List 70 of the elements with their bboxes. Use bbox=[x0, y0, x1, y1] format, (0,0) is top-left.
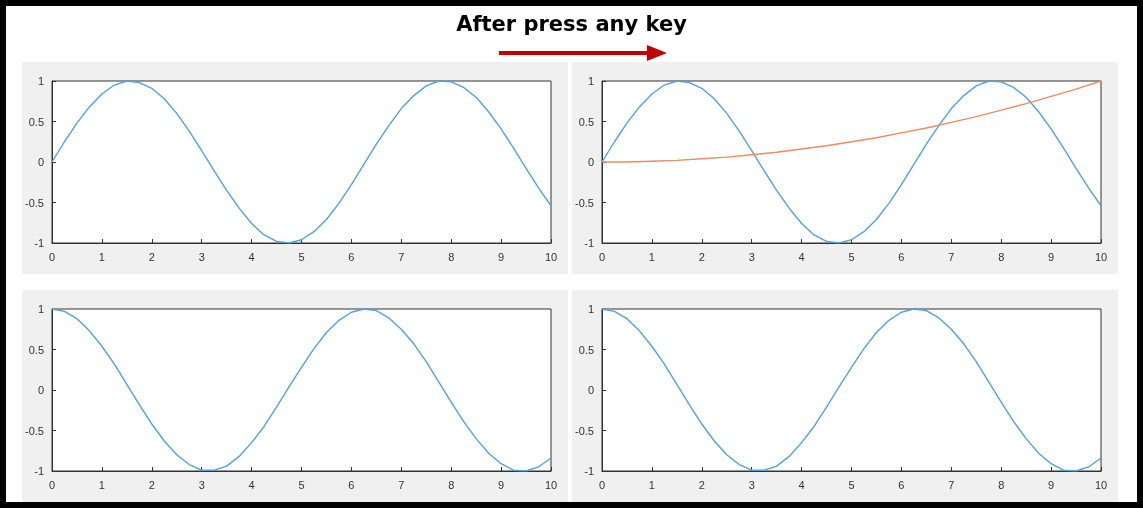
x-tick-label: 1 bbox=[648, 478, 655, 491]
y-tick-label: 0 bbox=[587, 384, 594, 396]
y-tick-label: 1 bbox=[37, 75, 44, 87]
y-tick-label: 1 bbox=[587, 303, 594, 315]
x-tick-label: 9 bbox=[498, 250, 505, 263]
x-tick-label: 8 bbox=[998, 478, 1005, 491]
y-tick-label: 0.5 bbox=[28, 115, 44, 128]
x-tick-label: 5 bbox=[848, 478, 855, 491]
y-tick-label: 0.5 bbox=[28, 343, 44, 356]
x-tick-label: 5 bbox=[298, 250, 305, 263]
x-tick-label: 3 bbox=[198, 478, 205, 491]
y-tick-label: -1 bbox=[34, 237, 44, 249]
x-tick-label: 4 bbox=[798, 478, 805, 491]
x-tick-label: 8 bbox=[448, 478, 455, 491]
line-series bbox=[601, 308, 1102, 472]
x-tick-label: 6 bbox=[348, 478, 355, 491]
x-tick-label: 10 bbox=[1094, 250, 1108, 263]
x-tick-label: 8 bbox=[448, 250, 455, 263]
x-tick-label: 0 bbox=[598, 478, 606, 491]
x-tick-label: 9 bbox=[498, 478, 505, 491]
y-tick-label: -0.5 bbox=[25, 196, 44, 209]
y-tick-label: -1 bbox=[34, 465, 44, 477]
x-tick-label: 2 bbox=[698, 250, 705, 263]
y-tick-label: 0 bbox=[587, 156, 594, 168]
x-tick-label: 8 bbox=[998, 250, 1005, 263]
x-tick-label: 2 bbox=[698, 478, 705, 491]
x-tick-label: 9 bbox=[1048, 250, 1055, 263]
y-tick-label: -0.5 bbox=[575, 424, 594, 437]
x-tick-label: 2 bbox=[148, 478, 155, 491]
y-tick-label: 0 bbox=[37, 156, 44, 168]
x-tick-label: 4 bbox=[248, 250, 255, 263]
x-tick-label: 7 bbox=[948, 478, 955, 491]
x-tick-label: 1 bbox=[98, 478, 105, 491]
x-tick-label: 10 bbox=[1094, 478, 1108, 491]
x-tick-label: 5 bbox=[298, 478, 305, 491]
x-tick-label: 1 bbox=[98, 250, 105, 263]
x-tick-label: 6 bbox=[898, 478, 905, 491]
x-tick-label: 1 bbox=[648, 250, 655, 263]
x-tick-label: 7 bbox=[948, 250, 955, 263]
x-tick-label: 0 bbox=[598, 250, 606, 263]
y-tick-label: -1 bbox=[584, 465, 594, 477]
line-series bbox=[601, 80, 1102, 244]
y-tick-label: -1 bbox=[584, 237, 594, 249]
y-tick-label: 0.5 bbox=[578, 115, 594, 128]
y-tick-label: 0 bbox=[37, 384, 44, 396]
x-tick-label: 4 bbox=[248, 478, 255, 491]
y-tick-label: -0.5 bbox=[575, 196, 594, 209]
x-tick-label: 2 bbox=[148, 250, 155, 263]
y-tick-label: 1 bbox=[37, 303, 44, 315]
y-tick-label: 1 bbox=[587, 75, 594, 87]
chart-title: After press any key bbox=[455, 12, 688, 36]
x-tick-label: 7 bbox=[398, 250, 405, 263]
x-tick-label: 3 bbox=[748, 478, 755, 491]
line-series bbox=[51, 308, 552, 472]
x-tick-label: 3 bbox=[748, 250, 755, 263]
x-tick-label: 4 bbox=[798, 250, 805, 263]
x-tick-label: 6 bbox=[348, 250, 355, 263]
x-tick-label: 6 bbox=[898, 250, 905, 263]
x-tick-label: 0 bbox=[48, 478, 56, 491]
x-tick-label: 10 bbox=[544, 478, 558, 491]
x-tick-label: 5 bbox=[848, 250, 855, 263]
line-series bbox=[51, 80, 552, 244]
x-tick-label: 10 bbox=[544, 250, 558, 263]
x-tick-label: 0 bbox=[48, 250, 56, 263]
y-tick-label: 0.5 bbox=[578, 343, 594, 356]
x-tick-label: 7 bbox=[398, 478, 405, 491]
y-tick-label: -0.5 bbox=[25, 424, 44, 437]
x-tick-label: 9 bbox=[1048, 478, 1055, 491]
x-tick-label: 3 bbox=[198, 250, 205, 263]
line-series bbox=[601, 80, 1102, 163]
